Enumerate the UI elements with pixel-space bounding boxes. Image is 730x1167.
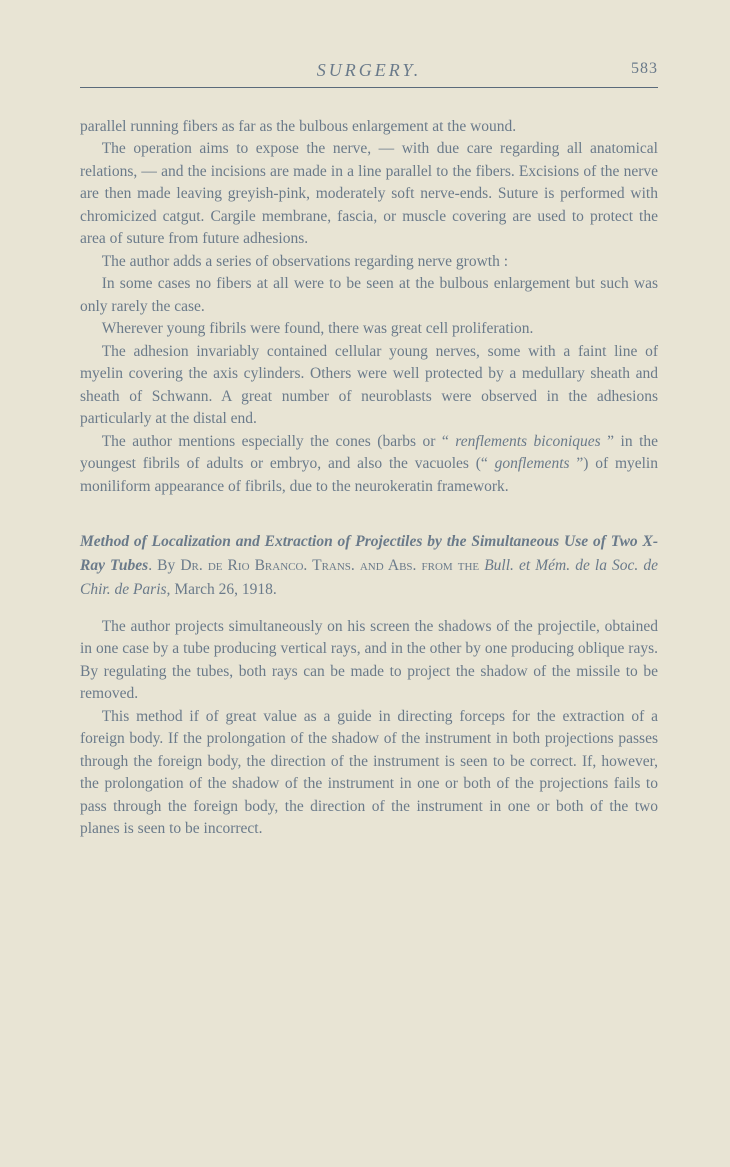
paragraph-9: This method if of great value as a guide… [80,706,658,841]
paragraph-8: The author projects simultaneously on hi… [80,616,658,706]
article-date: March 26, 1918. [170,581,276,598]
p7-text-a: The author mentions especially the cones… [102,433,456,450]
page-header: SURGERY. 583 [80,60,658,88]
paragraph-6: The adhesion invariably contained cellul… [80,341,658,431]
article-author-rest: de Rio Branco. Trans. and Abs. from the [203,557,484,574]
article-heading: Method of Localization and Extraction of… [80,530,658,602]
body-text: parallel running fibers as far as the bu… [80,116,658,841]
page-number: 583 [631,60,658,78]
article-period: . By [148,557,180,574]
paragraph-5: Wherever young fibrils were found, there… [80,318,658,340]
paragraph-7: The author mentions especially the cones… [80,431,658,498]
paragraph-1: parallel running fibers as far as the bu… [80,116,658,138]
paragraph-2: The operation aims to expose the nerve, … [80,138,658,250]
paragraph-4: In some cases no fibers at all were to b… [80,273,658,318]
p7-italic-b: renflements biconiques [455,433,600,450]
p7-italic-d: gonflements [495,455,570,472]
article-author-sc: Dr. [180,557,202,574]
page-container: SURGERY. 583 parallel running fibers as … [0,0,730,881]
paragraph-3: The author adds a series of observations… [80,251,658,273]
header-title: SURGERY. [317,60,422,81]
